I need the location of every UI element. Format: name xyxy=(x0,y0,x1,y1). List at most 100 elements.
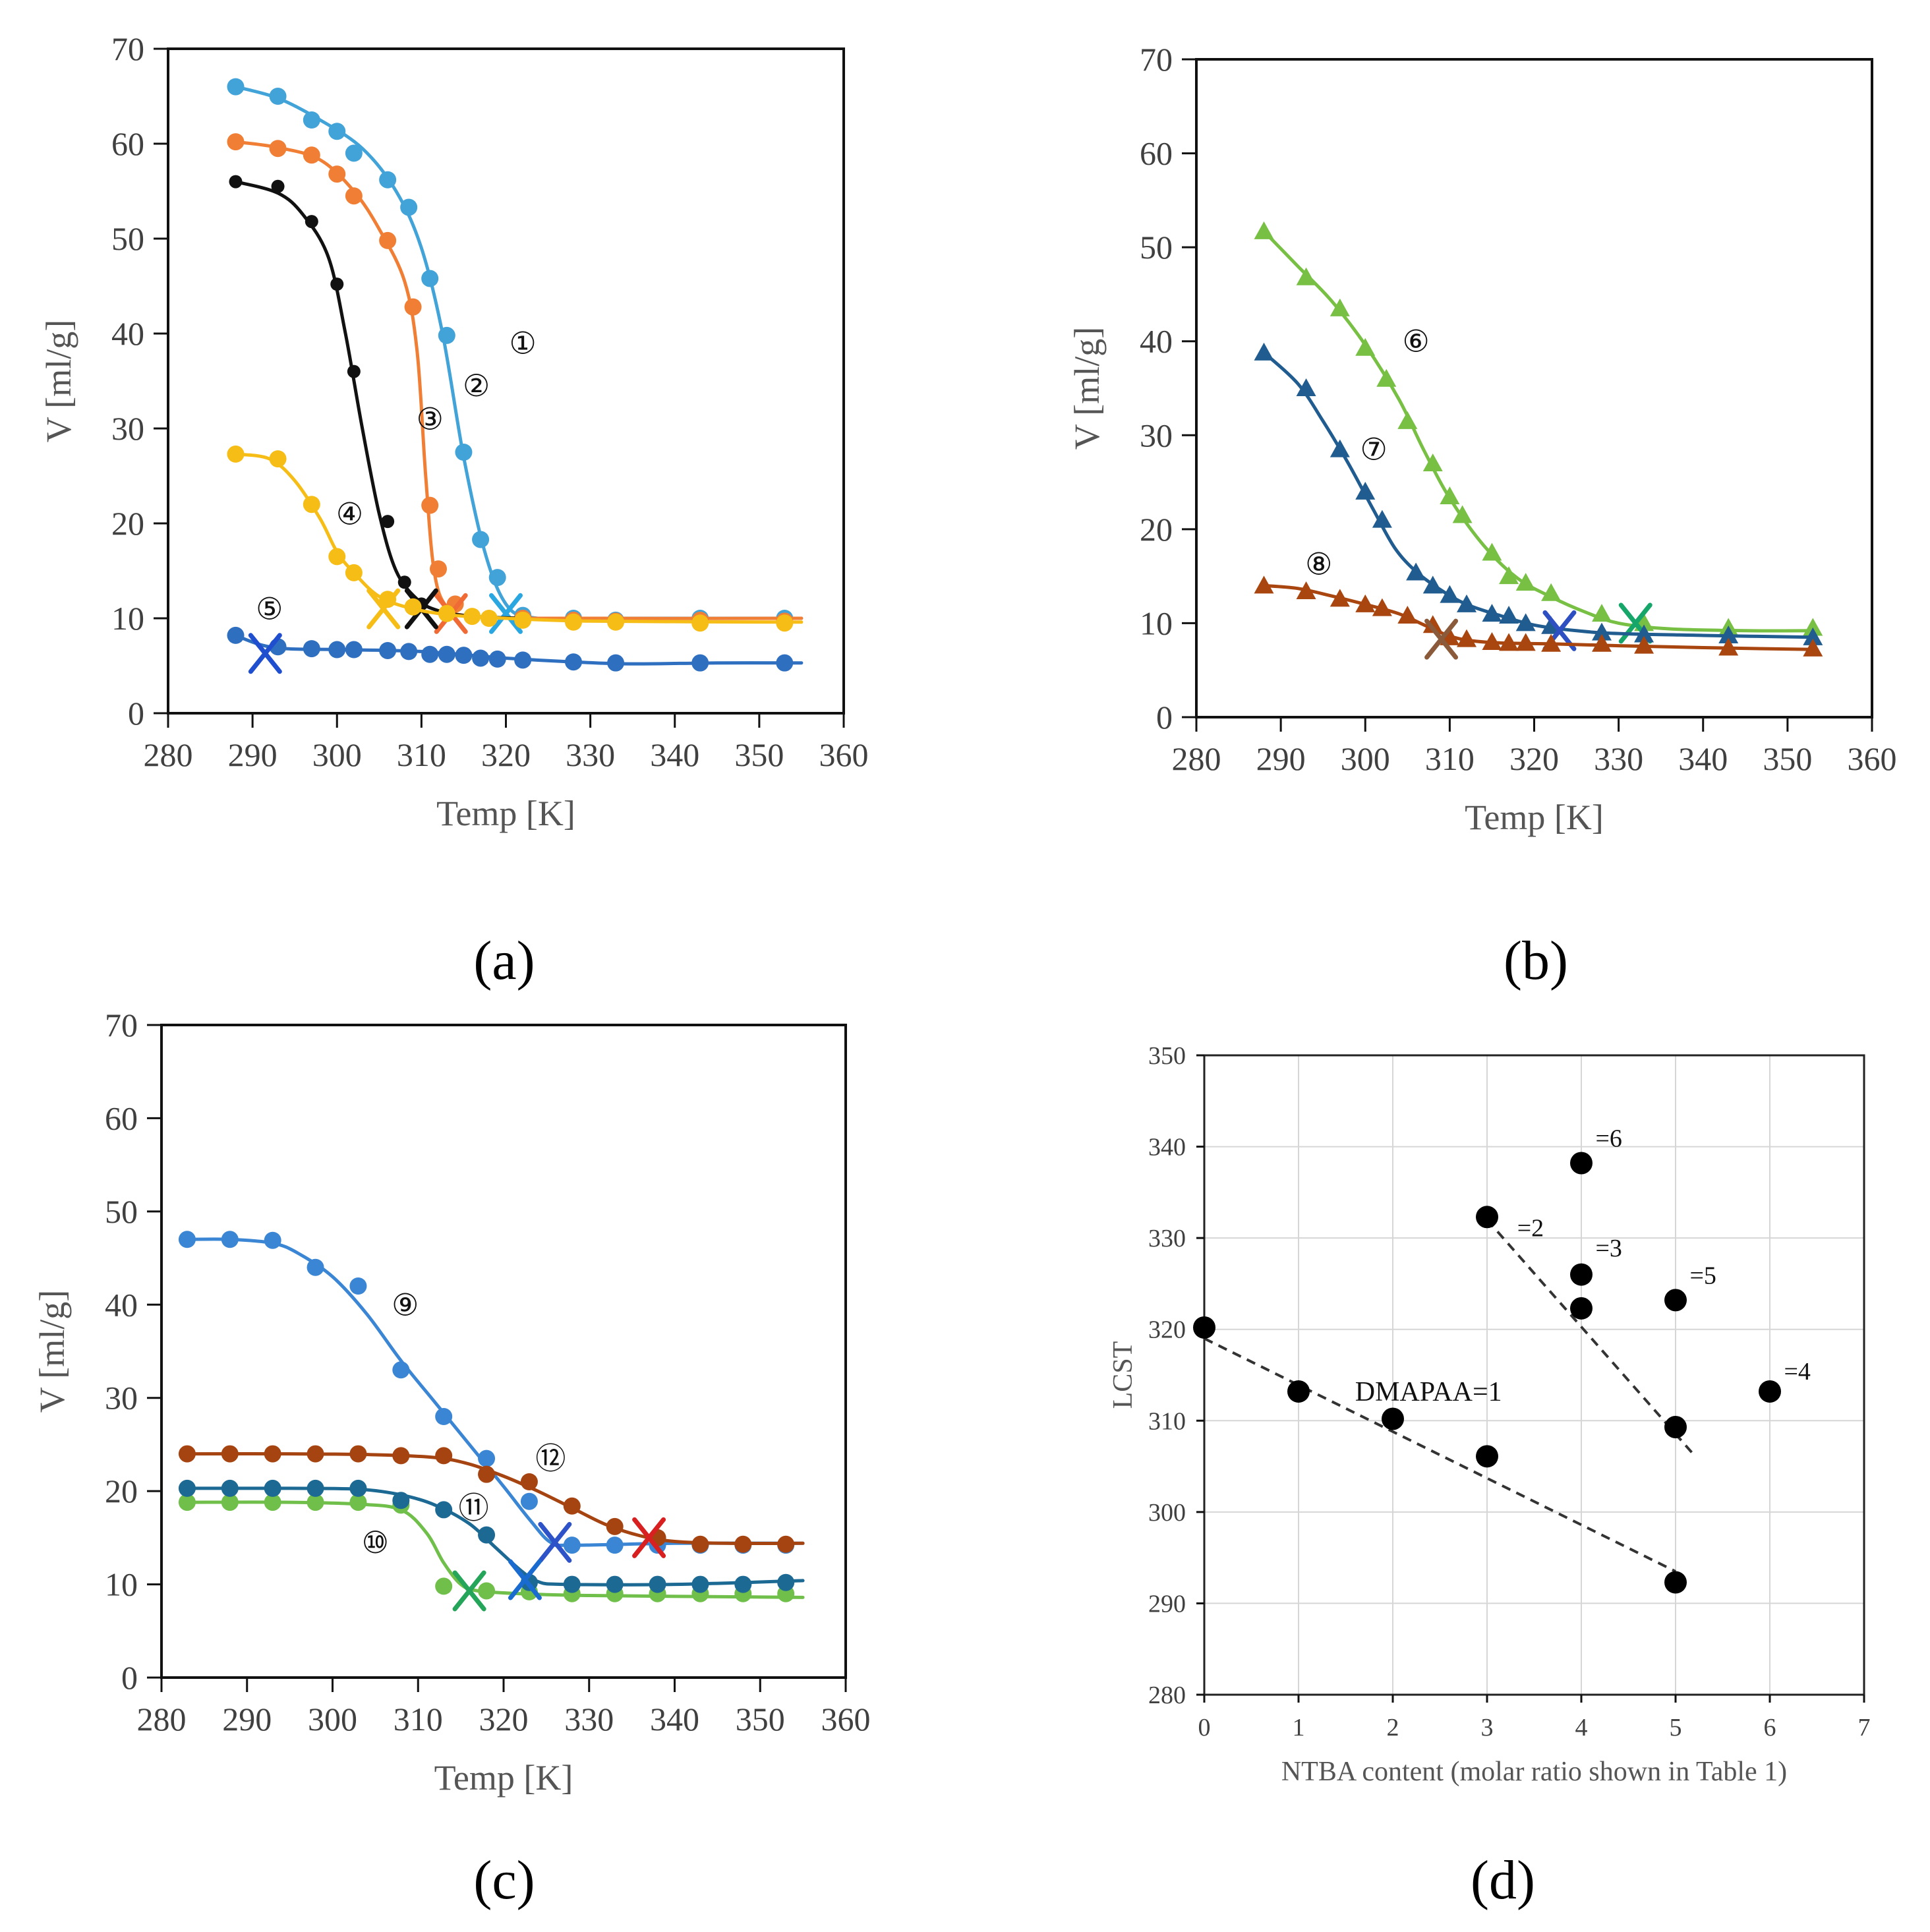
series-10-lcst-marker xyxy=(452,1570,486,1612)
series-3-point-1 xyxy=(271,179,285,193)
series-3-point-6 xyxy=(397,575,411,589)
series-3-point-0 xyxy=(229,175,243,189)
series-7-point-4 xyxy=(1372,510,1392,528)
series-4-lcst-marker xyxy=(366,588,401,629)
series-1-point-0 xyxy=(227,78,245,96)
lcst-stroke xyxy=(452,1570,486,1612)
y-axis-title: LCST xyxy=(1108,1341,1138,1409)
x-tick-label: 360 xyxy=(1848,740,1897,777)
point-label: =6 xyxy=(1595,1125,1622,1153)
series-10-point-7 xyxy=(478,1582,496,1600)
trendline-1 xyxy=(1486,1219,1696,1457)
series-12-point-14 xyxy=(777,1535,795,1553)
series-9-point-0 xyxy=(178,1231,196,1248)
y-tick-label: 40 xyxy=(1140,323,1173,360)
series-7-point-14 xyxy=(1634,624,1654,643)
series-7-point-16 xyxy=(1803,627,1823,645)
y-tick-label: 20 xyxy=(111,505,144,542)
y-tick-label: 320 xyxy=(1148,1316,1186,1344)
series-2-point-7 xyxy=(421,496,439,514)
x-tick-label: 360 xyxy=(819,736,869,773)
series-6-point-0 xyxy=(1254,221,1274,239)
series-11-label: ⑪ xyxy=(459,1490,489,1526)
x-tick-label: 340 xyxy=(650,736,699,773)
series-8-point-4 xyxy=(1372,598,1392,616)
series-8-point-15 xyxy=(1718,637,1739,656)
x-tick-label: 300 xyxy=(1341,740,1390,777)
series-5-point-15 xyxy=(691,654,709,672)
series-8-point-14 xyxy=(1634,635,1654,654)
y-tick-label: 70 xyxy=(111,30,144,67)
series-7-point-0 xyxy=(1254,342,1274,361)
series-3-point-3 xyxy=(330,278,344,291)
series-4-point-14 xyxy=(776,614,794,632)
series-8-lcst-marker xyxy=(1424,618,1459,660)
y-tick-label: 30 xyxy=(1140,417,1173,454)
series-2-point-8 xyxy=(430,560,447,578)
series-7-point-6 xyxy=(1422,575,1443,594)
x-tick-label: 310 xyxy=(397,736,446,773)
series-4-point-3 xyxy=(328,548,346,566)
y-tick-label: 330 xyxy=(1148,1225,1186,1252)
series-11-point-1 xyxy=(221,1479,239,1497)
point-label: =3 xyxy=(1595,1235,1622,1262)
y-tick-label: 50 xyxy=(111,220,144,257)
series-4-point-12 xyxy=(607,613,625,631)
series-12-point-13 xyxy=(734,1535,752,1553)
series-1-point-6 xyxy=(400,198,418,216)
series-11-point-12 xyxy=(691,1575,709,1593)
series-6-point-7 xyxy=(1440,486,1460,504)
series-5-point-3 xyxy=(328,641,346,659)
series-6-point-2 xyxy=(1330,298,1350,316)
annotation-dmapaa: DMAPAA=1 xyxy=(1355,1377,1502,1407)
series-8-point-3 xyxy=(1355,594,1376,612)
series-10-point-4 xyxy=(349,1494,367,1511)
series-9-label: ⑨ xyxy=(392,1287,419,1322)
series-5-point-10 xyxy=(472,649,490,667)
x-tick-label: 330 xyxy=(564,1701,614,1738)
x-tick-label: 350 xyxy=(1763,740,1812,777)
series-8-point-1 xyxy=(1296,581,1316,599)
series-1-point-8 xyxy=(438,326,455,344)
scatter-point-3 xyxy=(1476,1445,1498,1468)
x-axis-title: Temp [K] xyxy=(434,1758,573,1798)
x-tick-label: 300 xyxy=(312,736,362,773)
x-tick-label: 340 xyxy=(1678,740,1728,777)
x-tick-label: 280 xyxy=(144,736,193,773)
y-tick-label: 40 xyxy=(105,1286,138,1323)
y-axis-title: V [ml/g] xyxy=(32,1290,72,1413)
series-1-point-7 xyxy=(421,270,439,287)
series-5-point-7 xyxy=(421,645,439,663)
y-tick-label: 300 xyxy=(1148,1499,1186,1527)
y-tick-label: 280 xyxy=(1148,1682,1186,1709)
series-2-point-4 xyxy=(345,187,363,205)
series-12-point-1 xyxy=(221,1445,239,1463)
series-10-point-3 xyxy=(307,1494,324,1511)
x-tick-label: 350 xyxy=(736,1701,785,1738)
chart-panel-b: 280 290 300 310 320 330 340 350 360 0 10 20 30 40 50 60… xyxy=(1067,41,1897,837)
series-5-point-0 xyxy=(227,626,245,644)
panel-label-c: (c) xyxy=(473,1850,535,1911)
series-9-point-8 xyxy=(520,1492,538,1510)
point-label: =5 xyxy=(1689,1262,1716,1289)
chart-panel-a: 280 290 300 310 320 330 340 350 360 0 10 20 30 40 50 60… xyxy=(39,30,869,833)
series-6-point-5 xyxy=(1397,411,1418,429)
series-4-point-9 xyxy=(480,610,498,627)
series-8-label: ⑧ xyxy=(1305,546,1332,582)
series-6-point-8 xyxy=(1452,505,1473,523)
series-12: ⑫ xyxy=(178,1441,805,1558)
series-5-point-14 xyxy=(607,654,625,672)
y-tick-label: 310 xyxy=(1148,1407,1186,1435)
x-tick-label: 330 xyxy=(566,736,615,773)
x-tick-label: 290 xyxy=(228,736,278,773)
x-tick-label: 350 xyxy=(734,736,784,773)
y-tick-label: 340 xyxy=(1148,1134,1186,1161)
y-tick-label: 10 xyxy=(105,1566,138,1603)
y-tick-label: 60 xyxy=(105,1099,138,1136)
x-tick-label: 300 xyxy=(308,1701,357,1738)
series-5-point-2 xyxy=(303,640,320,658)
series-5-lcst-marker xyxy=(248,633,282,674)
series-7-point-13 xyxy=(1592,622,1612,641)
series-5-point-4 xyxy=(345,641,363,659)
y-tick-label: 40 xyxy=(111,315,144,352)
